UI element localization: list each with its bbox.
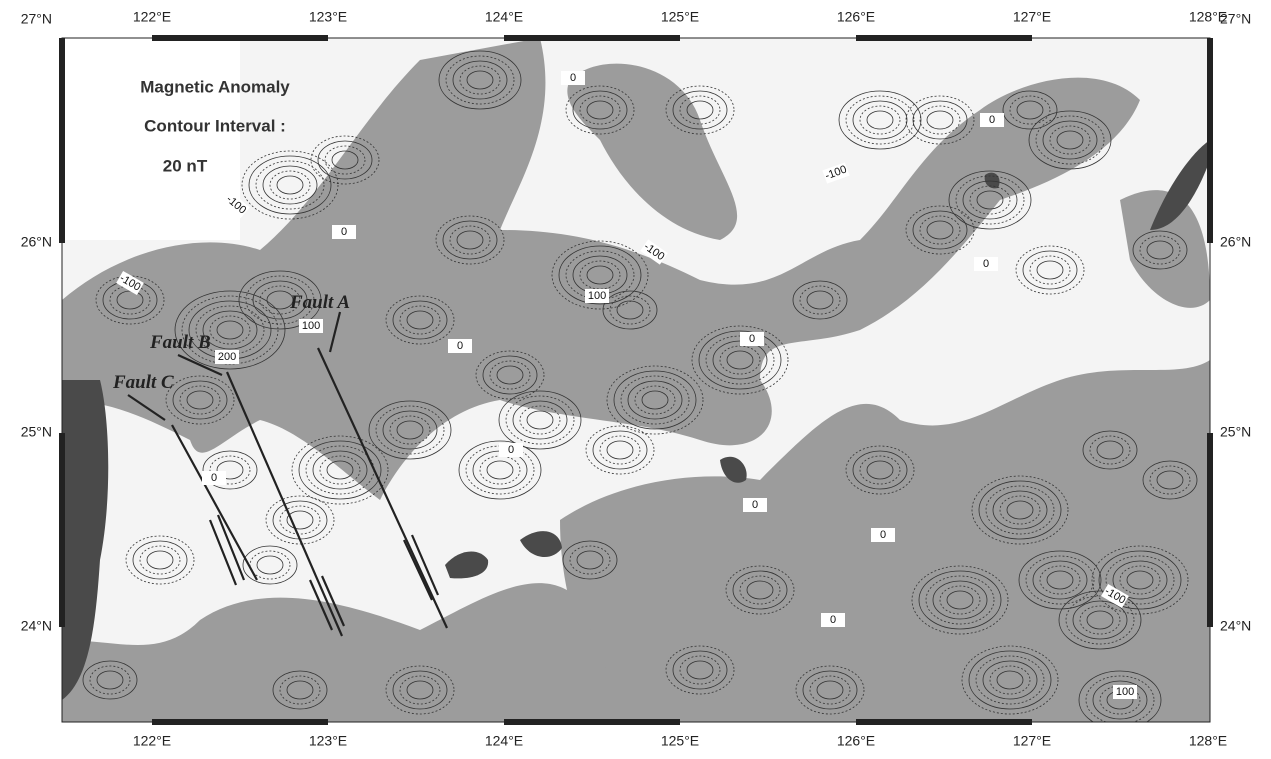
longitude-label: 125°E xyxy=(661,733,699,749)
latitude-label: 25°N xyxy=(21,424,52,440)
frame-segment xyxy=(59,433,65,627)
frame-segment xyxy=(504,35,680,41)
frame-segment xyxy=(152,719,328,725)
frame-segment xyxy=(856,35,1032,41)
contour-label-text: 0 xyxy=(211,472,217,484)
fault-label: Fault B xyxy=(149,332,211,353)
longitude-label: 122°E xyxy=(133,9,171,25)
contour-label: 100 xyxy=(299,319,323,333)
frame-segment xyxy=(152,35,328,41)
contour-label: 100 xyxy=(585,289,609,303)
legend-box xyxy=(62,38,240,240)
contour-label: 0 xyxy=(821,613,845,627)
latitude-label: 24°N xyxy=(1220,618,1251,634)
contour-label-text: 0 xyxy=(457,340,463,352)
contour-label: 0 xyxy=(499,443,523,457)
latitude-label: 26°N xyxy=(21,234,52,250)
longitude-label: 128°E xyxy=(1189,733,1227,749)
frame-segment xyxy=(1207,38,1213,243)
contour-label: 0 xyxy=(743,498,767,512)
contour-label-text: 0 xyxy=(508,444,514,456)
contour-label: 0 xyxy=(974,257,998,271)
contour-label-text: 0 xyxy=(880,529,886,541)
legend-unit: 20 nT xyxy=(163,156,208,175)
contour-label-text: 0 xyxy=(341,226,347,238)
contour-label: 0 xyxy=(561,71,585,85)
longitude-label: 126°E xyxy=(837,9,875,25)
contour-label-text: 0 xyxy=(830,614,836,626)
contour-label-text: 200 xyxy=(218,351,236,363)
contour-label-text: 0 xyxy=(752,499,758,511)
contour-label-text: 100 xyxy=(588,290,606,302)
longitude-label: 123°E xyxy=(309,9,347,25)
longitude-label: 125°E xyxy=(661,9,699,25)
frame-segment xyxy=(1207,433,1213,627)
fault-label: Fault C xyxy=(112,372,174,393)
map: Magnetic Anomaly Contour Interval : 20 n… xyxy=(0,0,1271,759)
legend-title: Magnetic Anomaly xyxy=(140,77,290,96)
contour-label-text: 0 xyxy=(749,333,755,345)
contour-label-text: 100 xyxy=(1116,686,1134,698)
contour-label: 0 xyxy=(740,332,764,346)
contour-label: 0 xyxy=(202,471,226,485)
latitude-label: 24°N xyxy=(21,618,52,634)
longitude-label: 122°E xyxy=(133,733,171,749)
contour-label: 0 xyxy=(332,225,356,239)
frame-segment xyxy=(59,38,65,243)
longitude-label: 124°E xyxy=(485,9,523,25)
frame-segment xyxy=(504,719,680,725)
contour-label-text: 0 xyxy=(570,72,576,84)
latitude-label: 27°N xyxy=(21,11,52,27)
longitude-label: 126°E xyxy=(837,733,875,749)
map-body xyxy=(62,38,1210,729)
longitude-label: 124°E xyxy=(485,733,523,749)
contour-label: 0 xyxy=(871,528,895,542)
latitude-label: 25°N xyxy=(1220,424,1251,440)
longitude-label: 127°E xyxy=(1013,733,1051,749)
legend-interval: Contour Interval : xyxy=(144,116,286,135)
contour-label: 200 xyxy=(215,350,239,364)
contour-label-text: 100 xyxy=(302,320,320,332)
frame-segment xyxy=(856,719,1032,725)
contour-label-text: 0 xyxy=(983,258,989,270)
latitude-label: 26°N xyxy=(1220,234,1251,250)
latitude-label: 27°N xyxy=(1220,11,1251,27)
contour-label: 0 xyxy=(448,339,472,353)
longitude-label: 127°E xyxy=(1013,9,1051,25)
longitude-label: 123°E xyxy=(309,733,347,749)
contour-label: 100 xyxy=(1113,685,1137,699)
fault-label: Fault A xyxy=(289,292,350,313)
contour-label: 0 xyxy=(980,113,1004,127)
contour-label-text: 0 xyxy=(989,114,995,126)
